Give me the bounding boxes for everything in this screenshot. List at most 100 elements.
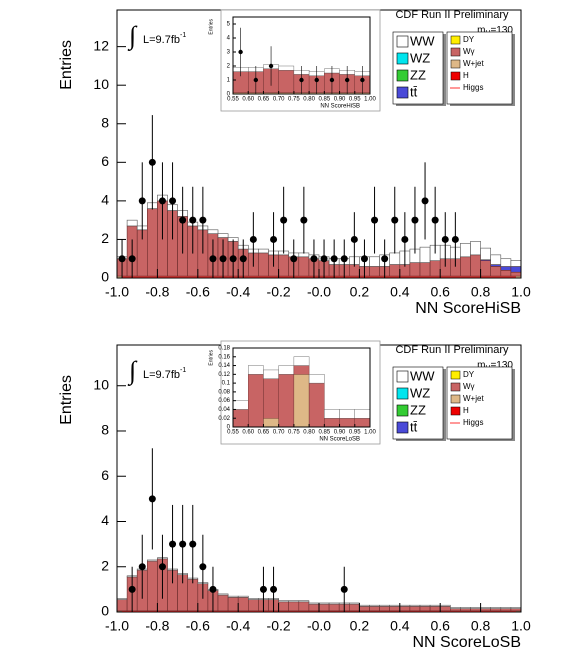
histogram-bar — [490, 608, 502, 612]
histogram-bar — [480, 608, 492, 612]
y-tick-label: 0.02 — [218, 416, 230, 422]
lumi-superscript: -1 — [180, 32, 186, 39]
histogram-bar — [500, 607, 512, 609]
legend-swatch — [450, 406, 461, 416]
histogram-bar — [500, 608, 512, 612]
y-tick-label: 0.18 — [218, 346, 230, 352]
histogram-bar — [480, 260, 492, 277]
histogram-bar — [328, 602, 340, 605]
data-point — [340, 255, 348, 263]
histogram-bar — [500, 266, 512, 271]
histogram-bar — [510, 607, 522, 609]
data-point — [330, 255, 338, 263]
histogram-bar — [348, 603, 360, 612]
histogram-bar — [354, 418, 371, 428]
legend-label: ZZ — [410, 67, 426, 82]
legend-swatch — [396, 52, 409, 65]
legend-label: WW — [410, 33, 435, 48]
y-tick-label: 0.12 — [218, 372, 230, 378]
data-point — [391, 216, 399, 224]
histogram-bar — [258, 248, 269, 254]
x-axis-title: NN ScoreLoSB — [319, 437, 360, 443]
histogram-bar — [217, 593, 229, 596]
histogram-bar — [449, 607, 461, 609]
data-point — [229, 255, 237, 263]
histogram-bar — [510, 260, 522, 267]
x-tick-label: 0.75 — [288, 97, 300, 103]
data-point — [270, 585, 278, 593]
histogram-bar — [389, 606, 401, 612]
data-point — [118, 255, 126, 263]
y-tick-label: 8 — [101, 114, 109, 130]
histogram-bar — [409, 262, 421, 277]
histogram-bar — [460, 256, 471, 277]
x-tick-label: -0.8 — [145, 284, 169, 300]
legend-label: WW — [410, 368, 435, 383]
histogram-bar — [470, 607, 481, 609]
data-point — [268, 63, 274, 69]
data-point — [179, 540, 187, 548]
x-axis-title: NN ScoreHiSB — [415, 300, 521, 317]
lumi-text: L=9.7fb — [143, 369, 180, 381]
legend-swatch — [450, 394, 461, 404]
histogram-bar — [460, 607, 471, 609]
x-tick-label: 0.85 — [318, 97, 330, 103]
x-tick-label: 0.60 — [242, 430, 254, 436]
data-point — [249, 235, 257, 243]
histogram-bar — [298, 600, 310, 603]
histogram-bar — [248, 365, 264, 375]
data-point — [209, 255, 217, 263]
histogram-bar — [217, 233, 229, 238]
histogram-bar — [328, 603, 340, 612]
histogram-bar — [318, 603, 330, 612]
data-point — [441, 235, 449, 243]
histogram-bar — [480, 247, 492, 260]
histogram-bar — [308, 382, 325, 428]
histogram-bar — [460, 242, 471, 258]
histogram-bar — [389, 604, 401, 607]
y-tick-label: 8 — [101, 422, 109, 438]
histogram-bar — [147, 560, 158, 612]
x-tick-label: -0.2 — [267, 618, 291, 634]
mass-symbol: m — [477, 25, 485, 36]
data-point — [300, 216, 308, 224]
histogram-bar — [227, 595, 239, 598]
histogram-bar — [429, 260, 441, 277]
x-tick-label: 0.70 — [273, 430, 285, 436]
x-tick-label: 0.55 — [227, 97, 239, 103]
legend-label: ZZ — [410, 402, 426, 417]
histogram-bar — [232, 400, 249, 410]
data-point — [169, 540, 177, 548]
y-tick-label: 0 — [101, 603, 109, 619]
chart-title: CDF Run II Preliminary — [395, 9, 509, 21]
y-tick-label: 0.06 — [218, 398, 230, 404]
histogram-bar — [470, 254, 481, 277]
histogram-bar — [399, 606, 411, 612]
x-tick-label: 0.70 — [273, 97, 285, 103]
legend-label: WZ — [410, 50, 430, 65]
integral-sign: ∫ — [127, 356, 138, 386]
data-point — [128, 585, 136, 593]
histogram-bar — [278, 65, 295, 71]
inset-chart: 0 0.02 0.04 0.06 0.08 0.1 0.12 0.14 0.16 0.18 0.55… — [208, 340, 381, 445]
data-point — [299, 77, 304, 83]
legend-label: Wγ — [463, 47, 475, 56]
histogram-bar — [207, 229, 219, 234]
legend-label: H — [463, 406, 469, 415]
x-tick-label: 0.6 — [430, 284, 450, 300]
inset-chart: 0 1 2 3 4 5 0.55 0.60 0.65 0.70 0.75 0.80 0.85 0.90 0.… — [208, 9, 381, 112]
legend-label: H — [463, 71, 469, 80]
data-point — [148, 495, 156, 503]
x-tick-label: -0.0 — [307, 284, 331, 300]
x-tick-label: 0.95 — [349, 430, 361, 436]
histogram-bar — [379, 604, 391, 607]
histogram-bar — [369, 604, 380, 607]
y-tick-label: 0.08 — [218, 389, 230, 395]
histogram-bar — [288, 601, 300, 612]
legend-swatch — [396, 404, 409, 417]
histogram-bar — [470, 608, 481, 612]
data-point — [451, 235, 459, 243]
legend-swatch — [450, 71, 461, 81]
legend-label: DY — [463, 370, 475, 379]
histogram-bar — [429, 606, 441, 612]
